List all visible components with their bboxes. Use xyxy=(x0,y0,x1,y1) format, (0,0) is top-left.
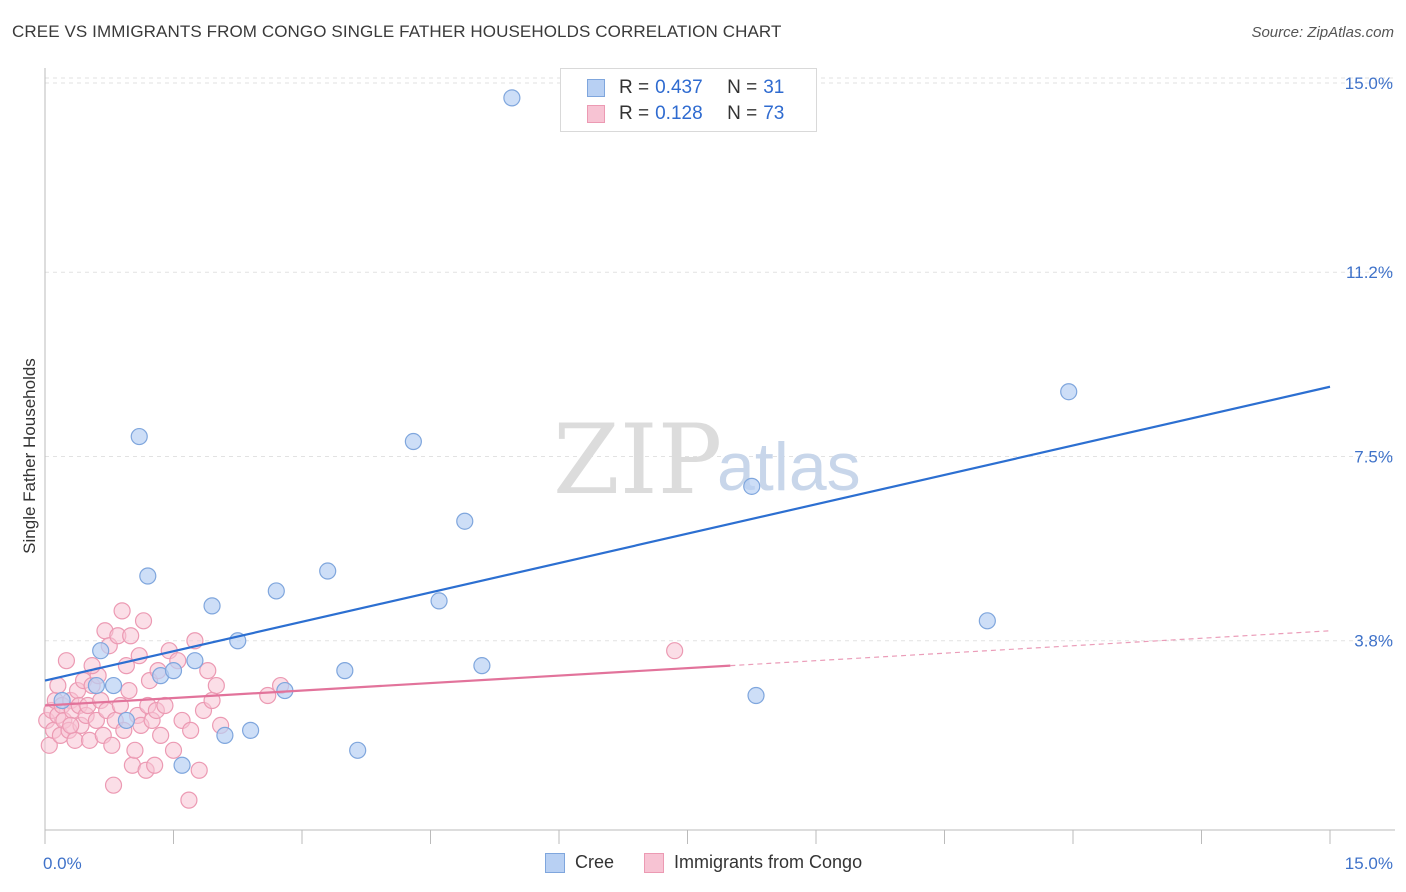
congo-point xyxy=(190,761,208,779)
axes xyxy=(44,68,1395,844)
cree-point xyxy=(87,676,106,695)
cree-point xyxy=(92,642,110,660)
cree-point xyxy=(53,691,71,710)
congo-trend-extension xyxy=(730,630,1331,667)
cree-swatch xyxy=(545,852,565,873)
n-label: N = xyxy=(727,103,758,124)
y-tick-label: 15.0% xyxy=(1345,74,1393,93)
cree-point xyxy=(173,756,191,774)
n-value: 73 xyxy=(763,103,785,124)
congo-point xyxy=(66,731,84,749)
x-tick-label: 15.0% xyxy=(1345,854,1393,873)
cree-point xyxy=(1060,383,1078,401)
cree-point xyxy=(978,612,996,630)
congo-point xyxy=(62,716,80,735)
cree-point xyxy=(242,721,260,739)
cree-point xyxy=(216,726,234,744)
congo-point xyxy=(199,662,217,680)
cree-point xyxy=(130,427,148,446)
legend-row-congo: R = 0.128 N = 73 xyxy=(587,102,784,126)
congo-point xyxy=(164,741,183,759)
cree-point xyxy=(117,711,135,730)
x-tick-label: 0.0% xyxy=(43,854,82,873)
cree-swatch xyxy=(587,79,605,97)
watermark-atlas: atlas xyxy=(717,429,861,505)
cree-point xyxy=(503,89,521,107)
congo-point xyxy=(103,736,121,754)
legend-label-congo: Immigrants from Congo xyxy=(674,852,863,872)
congo-point xyxy=(87,711,106,730)
congo-point xyxy=(180,791,198,809)
congo-point xyxy=(666,642,684,660)
congo-point xyxy=(122,627,140,645)
legend-item-congo[interactable]: Immigrants from Congo xyxy=(644,852,862,873)
congo-point xyxy=(152,726,170,744)
congo-swatch xyxy=(587,105,605,123)
congo-point xyxy=(113,602,131,620)
cree-point xyxy=(104,676,123,695)
watermark: ZIP atlas xyxy=(553,404,861,516)
gridlines xyxy=(45,77,1395,642)
source-credit: Source: ZipAtlas.com xyxy=(1251,24,1394,41)
y-tick-label: 7.5% xyxy=(1354,447,1393,466)
y-tick-label: 11.2% xyxy=(1346,263,1393,282)
legend-label-cree: Cree xyxy=(575,852,615,872)
congo-point xyxy=(57,652,76,670)
congo-point xyxy=(182,721,200,739)
congo-point xyxy=(126,741,144,759)
congo-point xyxy=(207,676,225,695)
r-label: R = xyxy=(619,103,650,124)
tick-labels: 3.8% 7.5% 11.2% 15.0% 0.0% 15.0% xyxy=(43,74,1393,873)
cree-trend-line xyxy=(44,385,1331,682)
cree-point xyxy=(473,657,491,675)
cree-point xyxy=(319,562,337,580)
cree-point xyxy=(186,652,204,670)
series-legend: Cree Immigrants from Congo xyxy=(545,852,892,873)
congo-series xyxy=(38,602,684,809)
congo-point xyxy=(120,681,138,700)
cree-point xyxy=(203,597,221,615)
correlation-legend: R = 0.437 N = 31 R = 0.128 N = 73 xyxy=(560,68,817,132)
congo-swatch xyxy=(644,852,665,873)
cree-point xyxy=(336,662,354,680)
cree-point xyxy=(267,582,285,600)
congo-point xyxy=(104,776,123,794)
r-value: 0.128 xyxy=(655,103,703,124)
n-label: N = xyxy=(727,77,758,98)
cree-point xyxy=(404,432,422,451)
congo-trend-line xyxy=(44,664,731,707)
cree-point xyxy=(747,686,765,705)
r-label: R = xyxy=(619,77,650,98)
cree-point xyxy=(349,741,367,759)
cree-point xyxy=(456,512,474,530)
r-value: 0.437 xyxy=(655,77,703,98)
cree-point xyxy=(164,662,183,680)
chart-title: CREE VS IMMIGRANTS FROM CONGO SINGLE FAT… xyxy=(12,22,782,41)
trend-lines xyxy=(44,385,1331,707)
y-tick-label: 3.8% xyxy=(1354,632,1393,651)
cree-point xyxy=(743,477,761,495)
cree-point xyxy=(139,567,157,585)
watermark-zip: ZIP xyxy=(553,404,722,516)
legend-row-cree: R = 0.437 N = 31 xyxy=(587,76,784,100)
congo-point xyxy=(146,756,164,774)
legend-item-cree[interactable]: Cree xyxy=(545,852,614,873)
cree-point xyxy=(430,592,448,610)
cree-series xyxy=(53,89,1078,774)
congo-point xyxy=(134,612,153,630)
n-value: 31 xyxy=(763,77,785,98)
